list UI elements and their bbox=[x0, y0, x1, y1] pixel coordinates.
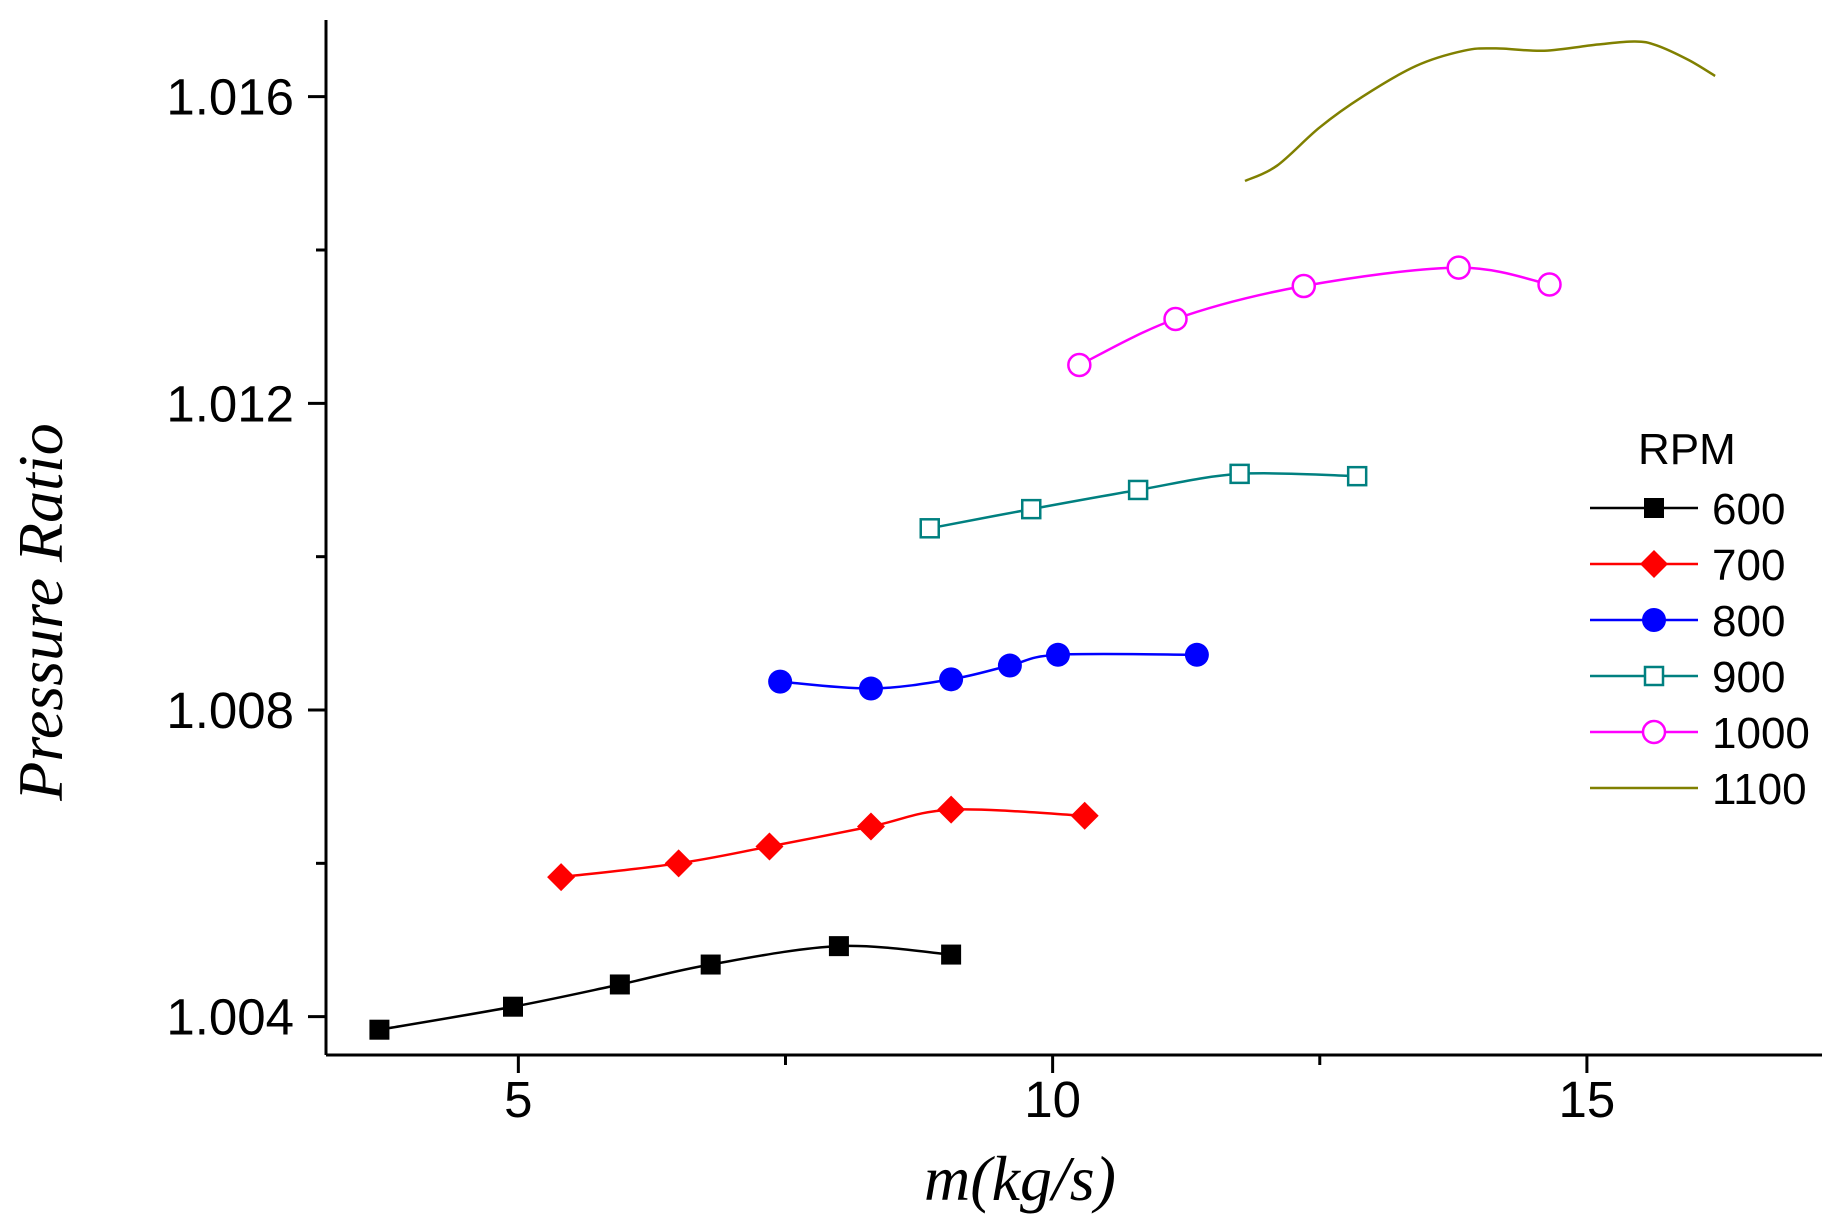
legend-marker bbox=[1640, 550, 1668, 578]
data-point-1000 bbox=[1163, 306, 1188, 332]
x-axis-title: m(kg/s) bbox=[924, 1143, 1116, 1214]
series-900 bbox=[919, 463, 1368, 539]
legend-label: 1100 bbox=[1712, 765, 1807, 814]
legend-item-600: 600 bbox=[1590, 485, 1785, 534]
series-800 bbox=[768, 642, 1209, 701]
data-point-800 bbox=[1184, 642, 1209, 667]
legend-marker bbox=[1644, 498, 1664, 518]
legend-label: 1000 bbox=[1712, 709, 1810, 758]
data-point-1000 bbox=[1291, 273, 1316, 299]
series-line-800 bbox=[780, 652, 1197, 690]
legend-label: 600 bbox=[1712, 485, 1785, 534]
y-tick-label: 1.004 bbox=[166, 989, 294, 1046]
data-point-600 bbox=[609, 974, 630, 995]
data-point-900 bbox=[1229, 463, 1250, 485]
data-point-600 bbox=[941, 944, 962, 965]
data-point-1000 bbox=[1446, 255, 1471, 280]
data-point-800 bbox=[768, 669, 793, 694]
data-point-700 bbox=[856, 812, 885, 841]
data-point-600 bbox=[369, 1019, 390, 1040]
data-point-900 bbox=[919, 518, 940, 539]
legend-label: 900 bbox=[1712, 653, 1785, 702]
legend-item-800: 800 bbox=[1590, 597, 1785, 646]
x-tick-label: 10 bbox=[1024, 1071, 1081, 1128]
legend-item-700: 700 bbox=[1590, 541, 1785, 590]
data-point-800 bbox=[858, 676, 883, 701]
data-point-700 bbox=[937, 795, 966, 824]
data-point-700 bbox=[1070, 801, 1099, 830]
data-point-800 bbox=[1045, 642, 1070, 667]
x-tick-label: 15 bbox=[1559, 1071, 1616, 1128]
data-point-700 bbox=[547, 863, 576, 892]
data-point-700 bbox=[755, 832, 784, 861]
legend-marker bbox=[1641, 719, 1667, 745]
data-point-900 bbox=[1346, 465, 1368, 487]
x-tick-label: 5 bbox=[504, 1071, 532, 1128]
legend-title: RPM bbox=[1638, 425, 1736, 474]
data-point-600 bbox=[503, 996, 523, 1017]
legend-marker bbox=[1642, 608, 1666, 632]
legend-marker bbox=[1643, 665, 1665, 687]
series-1000 bbox=[1067, 255, 1562, 378]
legend-item-900: 900 bbox=[1590, 653, 1785, 702]
data-point-900 bbox=[1021, 498, 1042, 520]
series-line-700 bbox=[560, 808, 1085, 879]
legend-item-1000: 1000 bbox=[1590, 709, 1810, 758]
series-600 bbox=[369, 936, 962, 1040]
series-700 bbox=[547, 795, 1099, 892]
series-lines bbox=[369, 40, 1716, 1040]
data-point-700 bbox=[664, 849, 693, 878]
axes: 5 10 15 1.004 1.008 1.012 1.016 bbox=[166, 20, 1822, 1128]
y-axis-title: Pressure Ratio bbox=[5, 423, 76, 801]
data-point-900 bbox=[1127, 479, 1149, 501]
series-1100 bbox=[1244, 40, 1716, 183]
legend-item-1100: 1100 bbox=[1590, 765, 1807, 814]
y-tick-label: 1.008 bbox=[166, 682, 294, 739]
legend: RPM 600 700 800 900 1000 1100 bbox=[1590, 425, 1810, 814]
data-point-800 bbox=[939, 667, 964, 692]
y-tick-label: 1.012 bbox=[166, 375, 294, 432]
data-point-1000 bbox=[1067, 352, 1092, 378]
legend-label: 700 bbox=[1712, 541, 1785, 590]
data-point-800 bbox=[997, 653, 1022, 678]
series-line-1100 bbox=[1244, 40, 1716, 183]
data-point-1000 bbox=[1537, 272, 1562, 297]
y-tick-label: 1.016 bbox=[166, 69, 294, 126]
series-line-600 bbox=[379, 944, 952, 1031]
data-point-600 bbox=[828, 936, 849, 957]
data-point-600 bbox=[700, 954, 721, 975]
legend-label: 800 bbox=[1712, 597, 1785, 646]
